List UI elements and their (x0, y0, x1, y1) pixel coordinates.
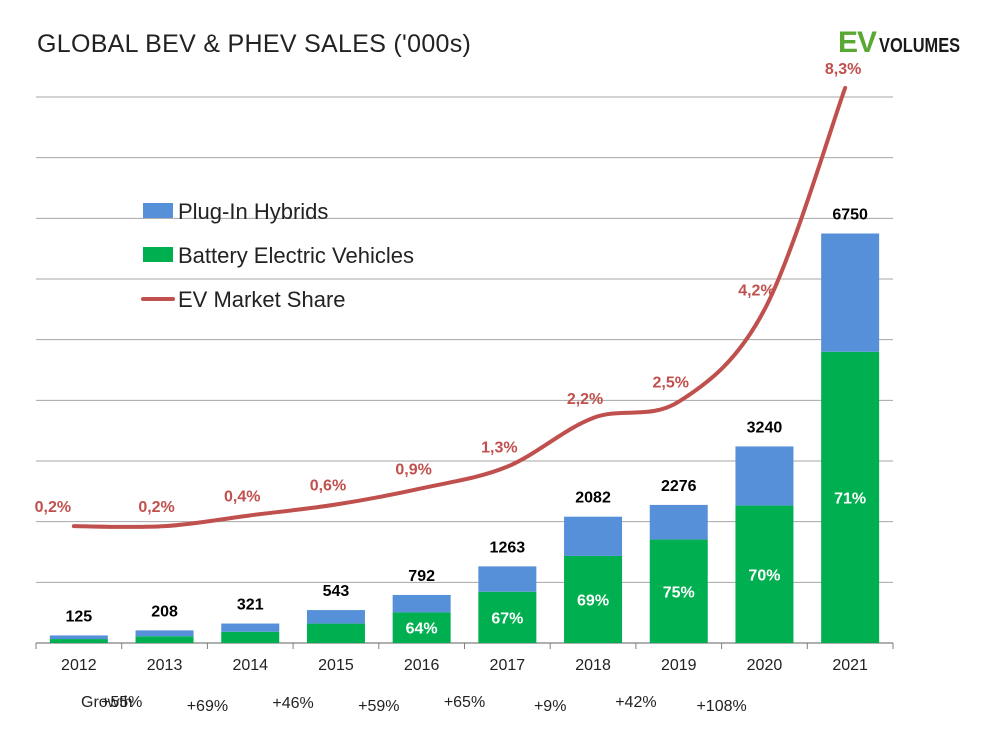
market-share-label: 0,9% (395, 461, 431, 478)
bev-share-label: 67% (491, 610, 523, 627)
market-share-label: 0,6% (310, 478, 346, 495)
bev-share-label: 75% (663, 584, 695, 601)
total-label: 1263 (490, 539, 526, 556)
total-label: 208 (151, 603, 178, 620)
bev-bar (735, 505, 794, 643)
market-share-label: 2,5% (653, 375, 689, 392)
legend-swatch-bev (143, 247, 173, 262)
growth-value: +55% (101, 694, 142, 711)
market-share-label: 8,3% (825, 61, 861, 78)
bev-bar (392, 612, 451, 643)
total-label: 792 (408, 568, 435, 585)
market-share-label: 1,3% (481, 440, 517, 457)
total-label: 125 (65, 608, 92, 625)
bev-bar (135, 636, 194, 643)
x-tick-label: 2019 (661, 657, 697, 674)
market-share-label: 0,4% (224, 488, 260, 505)
bev-share-label: 71% (834, 490, 866, 507)
bev-bar (478, 591, 537, 643)
market-share-label: 0,2% (35, 499, 71, 516)
x-tick-label: 2014 (232, 657, 268, 674)
x-tick-label: 2020 (747, 657, 783, 674)
bev-share-label: 69% (577, 592, 609, 609)
growth-value: +9% (534, 698, 566, 715)
phev-bar (478, 566, 537, 592)
legend-label-share: EV Market Share (178, 287, 346, 312)
total-label: 3240 (747, 419, 783, 436)
phev-bar (135, 630, 194, 637)
legend-label-phev: Plug-In Hybrids (178, 199, 328, 224)
growth-label: Growth (81, 694, 133, 711)
bev-bar (821, 351, 880, 643)
market-share-label: 0,2% (138, 499, 174, 516)
phev-bar (49, 635, 108, 640)
growth-value: +59% (358, 698, 399, 715)
x-tick-label: 2021 (832, 657, 868, 674)
bev-bar (221, 631, 280, 643)
phev-bar (821, 233, 880, 352)
x-tick-label: 2016 (404, 657, 440, 674)
growth-value: +69% (187, 698, 228, 715)
total-label: 321 (237, 597, 264, 614)
phev-bar (649, 504, 708, 540)
bev-bar (49, 639, 108, 643)
phev-bar (306, 610, 365, 624)
growth-value: +108% (696, 698, 746, 715)
phev-bar (392, 594, 451, 613)
chart-title: GLOBAL BEV & PHEV SALES ('000s) (37, 30, 472, 58)
bev-bar (649, 539, 708, 643)
x-tick-label: 2017 (490, 657, 526, 674)
phev-bar (564, 516, 623, 556)
bev-share-label: 64% (406, 621, 438, 638)
x-tick-label: 2012 (61, 657, 97, 674)
market-share-label: 2,2% (567, 391, 603, 408)
logo-volumes-text: VOLUMES (879, 35, 961, 57)
logo-ev-text: EV (838, 26, 877, 59)
ev-volumes-logo: EV VOLUMES (838, 26, 978, 60)
bev-bar (306, 623, 365, 643)
total-label: 543 (323, 583, 350, 600)
total-label: 2276 (661, 478, 697, 495)
growth-value: +42% (615, 694, 656, 711)
total-label: 2082 (575, 490, 611, 507)
bev-share-label: 70% (748, 567, 780, 584)
bev-bar (564, 555, 623, 643)
growth-value: +46% (272, 695, 313, 712)
phev-bar (735, 446, 794, 506)
total-label: 6750 (832, 207, 868, 224)
legend-swatch-phev (143, 203, 173, 218)
market-share-line (71, 85, 848, 529)
x-tick-label: 2018 (575, 657, 611, 674)
phev-bar (221, 623, 280, 632)
legend-label-bev: Battery Electric Vehicles (178, 243, 414, 268)
x-tick-label: 2015 (318, 657, 354, 674)
growth-value: +65% (444, 694, 485, 711)
x-tick-label: 2013 (147, 657, 183, 674)
market-share-label: 4,2% (738, 283, 774, 300)
